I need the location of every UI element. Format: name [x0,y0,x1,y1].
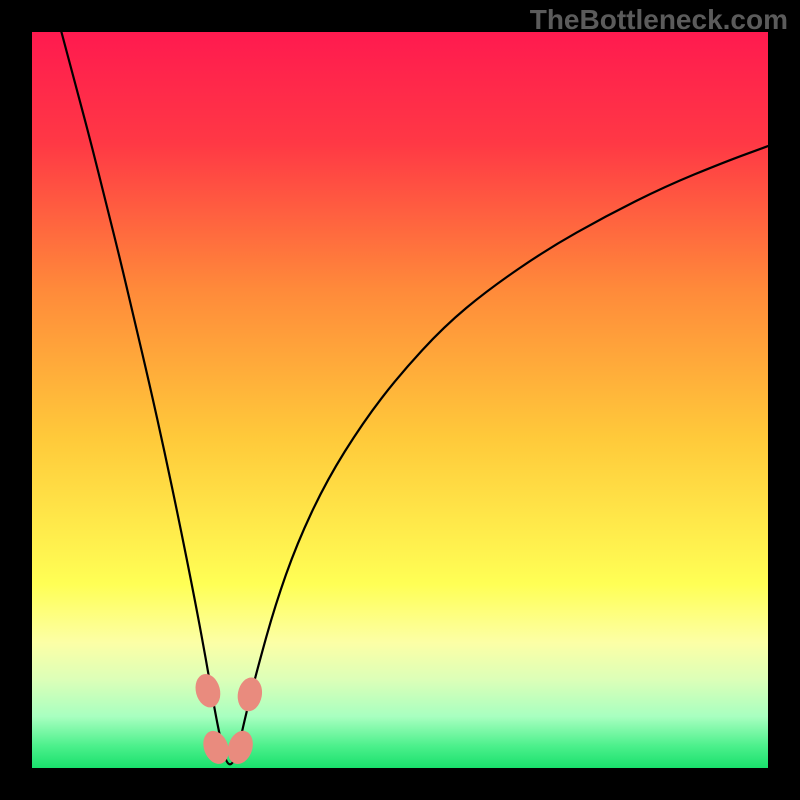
chart-frame: TheBottleneck.com [0,0,800,800]
plot-background [32,32,768,768]
bottleneck-chart-svg [0,0,800,800]
watermark-text: TheBottleneck.com [530,4,788,36]
